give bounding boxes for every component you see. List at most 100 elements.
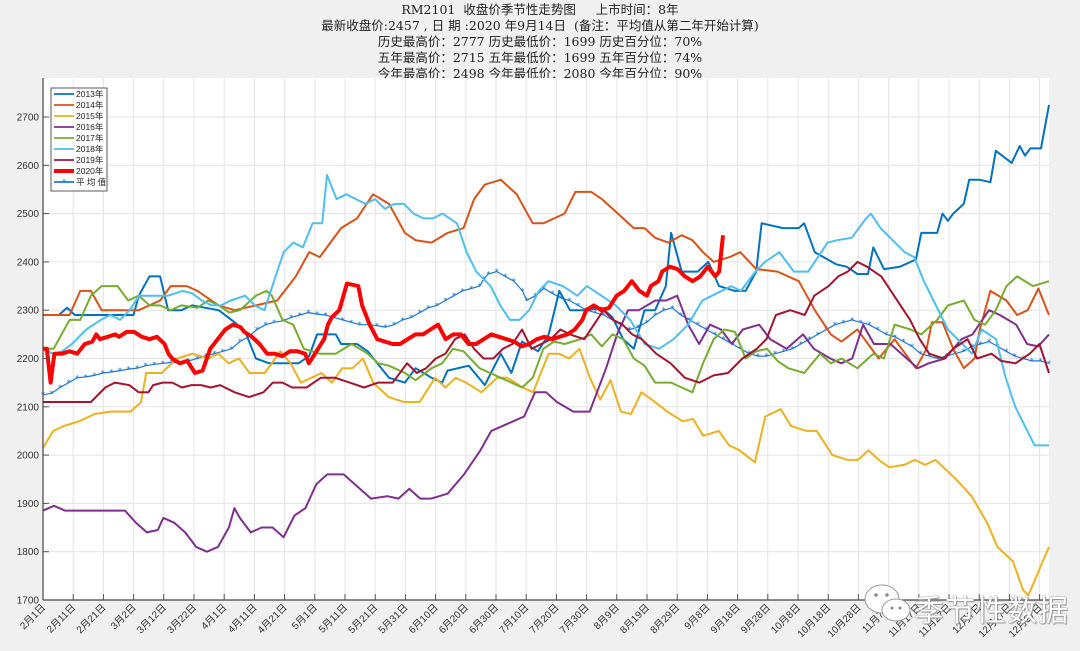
y-tick-label: 2400 bbox=[17, 257, 40, 268]
avg-marker: * bbox=[961, 347, 965, 356]
avg-marker: * bbox=[1038, 357, 1042, 366]
x-tick-label: 7月20日 bbox=[527, 602, 561, 636]
avg-marker: * bbox=[1004, 347, 1008, 356]
legend-label: 2020年 bbox=[76, 166, 104, 176]
avg-marker: * bbox=[653, 311, 657, 320]
avg-marker: * bbox=[264, 321, 268, 330]
x-tick-label: 10月28日 bbox=[825, 602, 863, 640]
avg-marker: * bbox=[315, 310, 319, 319]
avg-marker: * bbox=[722, 335, 726, 344]
y-tick-label: 2000 bbox=[17, 451, 40, 462]
x-tick-label: 3月2日 bbox=[108, 602, 138, 632]
avg-marker: * bbox=[867, 321, 871, 330]
avg-marker: * bbox=[58, 383, 62, 392]
avg-marker: * bbox=[687, 316, 691, 325]
avg-marker: * bbox=[525, 297, 529, 306]
series-line-2016年 bbox=[42, 294, 1050, 553]
x-tick-label: 11月27日 bbox=[916, 602, 954, 640]
avg-marker: * bbox=[324, 311, 328, 320]
x-tick-label: 9月8日 bbox=[682, 602, 712, 632]
avg-marker: * bbox=[1013, 352, 1017, 361]
avg-marker: * bbox=[358, 321, 362, 330]
legend-label: 2014年 bbox=[76, 100, 104, 110]
avg-marker: * bbox=[109, 368, 113, 377]
avg-marker: * bbox=[298, 311, 302, 320]
avg-marker: * bbox=[495, 268, 499, 277]
x-tick-label: 4月1日 bbox=[199, 602, 229, 632]
y-tick-label: 2500 bbox=[17, 209, 40, 220]
avg-marker: * bbox=[452, 292, 456, 301]
avg-marker: * bbox=[550, 289, 554, 298]
avg-marker: * bbox=[426, 304, 430, 313]
x-tick-label: 4月21日 bbox=[255, 602, 289, 636]
avg-marker: * bbox=[1047, 359, 1051, 368]
avg-marker: * bbox=[936, 355, 940, 364]
avg-marker: * bbox=[375, 322, 379, 331]
avg-marker: * bbox=[486, 270, 490, 279]
y-tick-label: 2600 bbox=[17, 161, 40, 172]
avg-marker: * bbox=[816, 330, 820, 339]
series-line-2019年 bbox=[43, 260, 1050, 403]
x-tick-label: 3月22日 bbox=[165, 602, 199, 636]
avg-marker: * bbox=[824, 326, 828, 335]
avg-marker: * bbox=[144, 362, 148, 371]
x-tick-label: 7月10日 bbox=[497, 602, 531, 636]
legend-label: 2015年 bbox=[76, 111, 104, 121]
avg-marker: * bbox=[927, 352, 931, 361]
avg-marker: * bbox=[238, 338, 242, 347]
x-tick-label: 4月11日 bbox=[226, 602, 260, 636]
avg-marker: * bbox=[418, 309, 422, 318]
avg-marker: * bbox=[349, 318, 353, 327]
avg-marker: * bbox=[636, 323, 640, 332]
avg-marker: * bbox=[478, 282, 482, 291]
y-tick-label: 1700 bbox=[17, 596, 40, 607]
avg-marker: * bbox=[833, 321, 837, 330]
avg-marker: * bbox=[987, 338, 991, 347]
series-group: * * * * * * * * * * * * * * * * * * * * * * * * * * * * * * * * * * * * * * * *… bbox=[41, 104, 1051, 597]
avg-marker: * bbox=[670, 304, 674, 313]
avg-marker: * bbox=[332, 313, 336, 322]
avg-marker: * bbox=[807, 335, 811, 344]
x-tick-label: 12月27日 bbox=[1006, 602, 1044, 640]
avg-marker: * bbox=[461, 287, 465, 296]
series-line-2018年 bbox=[42, 174, 1049, 447]
x-tick-label: 2月11日 bbox=[44, 602, 78, 636]
avg-marker: * bbox=[67, 379, 71, 388]
avg-marker: * bbox=[910, 342, 914, 351]
y-tick-label: 1900 bbox=[17, 499, 40, 510]
series-line-2015年 bbox=[42, 347, 1050, 597]
avg-marker: * bbox=[50, 389, 54, 398]
avg-marker: * bbox=[602, 311, 606, 320]
chart-title: RM2101 收盘价季节性走势图 上市时间：8年 bbox=[401, 2, 679, 17]
series-line-2020年 bbox=[43, 235, 725, 385]
avg-marker: * bbox=[281, 317, 285, 326]
y-tick-label: 2100 bbox=[17, 402, 40, 413]
y-tick-label: 2700 bbox=[17, 113, 40, 124]
avg-marker: * bbox=[229, 345, 233, 354]
avg-marker: * bbox=[383, 323, 387, 332]
historical-stats-line: 历史最高价：2777 历史最低价：1699 历史百分位：70% bbox=[377, 34, 703, 49]
y-tick-label: 2200 bbox=[17, 354, 40, 365]
avg-marker: * bbox=[739, 345, 743, 354]
avg-marker: * bbox=[135, 364, 139, 373]
x-tick-label: 6月10日 bbox=[406, 602, 440, 636]
avg-marker: * bbox=[884, 330, 888, 339]
avg-marker: * bbox=[127, 365, 131, 374]
x-tick-label: 7月30日 bbox=[557, 602, 591, 636]
avg-marker: * bbox=[919, 350, 923, 359]
avg-marker: * bbox=[212, 350, 216, 359]
x-tick-label: 5月11日 bbox=[316, 602, 350, 636]
avg-marker: * bbox=[512, 277, 516, 286]
x-tick-label: 8月29日 bbox=[648, 602, 682, 636]
avg-marker: * bbox=[443, 297, 447, 306]
avg-marker: * bbox=[953, 350, 957, 359]
latest-close-line: 最新收盘价:2457 , 日 期 :2020 年9月14日 (备注：平均值从第二… bbox=[321, 18, 759, 33]
avg-marker: * bbox=[152, 360, 156, 369]
y-tick-label: 2300 bbox=[17, 306, 40, 317]
x-tick-label: 5月21日 bbox=[346, 602, 380, 636]
avg-marker: * bbox=[568, 297, 572, 306]
avg-marker: * bbox=[679, 311, 683, 320]
avg-marker: * bbox=[272, 318, 276, 327]
avg-marker: * bbox=[1030, 357, 1034, 366]
x-tick-label: 8月19日 bbox=[618, 602, 652, 636]
